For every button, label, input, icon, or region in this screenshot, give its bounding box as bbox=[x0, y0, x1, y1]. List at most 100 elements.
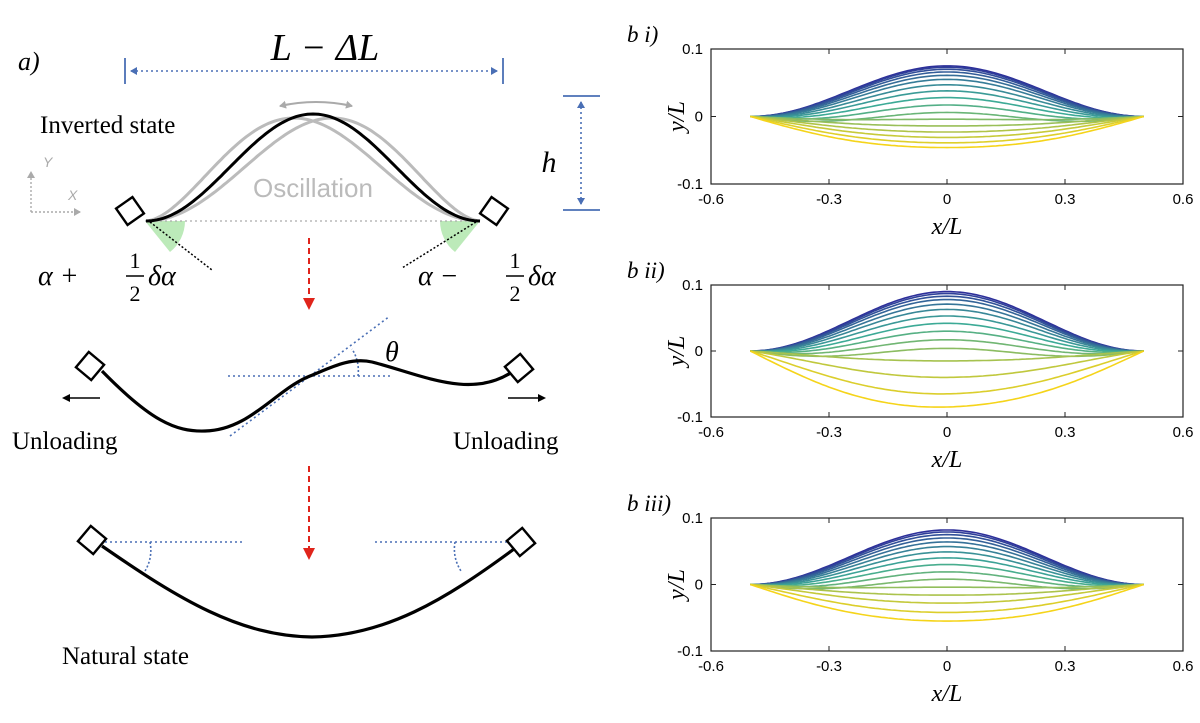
x-tick-label: -0.6 bbox=[698, 424, 724, 441]
natural-left-clamp bbox=[76, 524, 108, 556]
x-tick-label: -0.3 bbox=[816, 191, 842, 208]
x-axis-label: x/L bbox=[931, 214, 963, 240]
span-dimension: L − ΔL bbox=[124, 27, 504, 84]
right-angle-den: 2 bbox=[510, 281, 521, 306]
series-line bbox=[750, 303, 1144, 352]
oscillation-ghost-right bbox=[145, 116, 481, 223]
series-line bbox=[750, 563, 1144, 587]
natural-state-label: Natural state bbox=[62, 643, 189, 670]
left-tangent bbox=[149, 221, 213, 271]
oscillation-label: Oscillation bbox=[253, 173, 373, 203]
series-line bbox=[749, 350, 1145, 408]
height-dimension: h bbox=[542, 95, 600, 211]
series-line bbox=[750, 578, 1144, 590]
right-angle-wedge bbox=[440, 221, 480, 252]
series-line bbox=[750, 533, 1144, 586]
right-angle-num: 1 bbox=[510, 248, 521, 273]
axis-y-label: Y bbox=[43, 154, 54, 170]
x-axis-label: x/L bbox=[931, 447, 963, 473]
series-line bbox=[750, 78, 1144, 118]
series-line bbox=[750, 322, 1144, 353]
series-line bbox=[750, 115, 1144, 144]
series-line bbox=[750, 583, 1144, 622]
axis-x-label: X bbox=[67, 187, 78, 203]
y-tick-label: -0.1 bbox=[677, 643, 703, 660]
x-tick-label: -0.6 bbox=[698, 658, 724, 675]
y-axis-label: y/L bbox=[664, 101, 690, 134]
series-line bbox=[750, 115, 1144, 149]
series-line bbox=[750, 583, 1144, 596]
series-line bbox=[750, 68, 1144, 118]
x-tick-label: 0.6 bbox=[1173, 191, 1194, 208]
series-line bbox=[750, 330, 1144, 354]
series-line bbox=[750, 571, 1144, 588]
oscillation-arrow bbox=[279, 100, 353, 109]
x-tick-label: 0.6 bbox=[1173, 658, 1194, 675]
x-tick-label: 0.6 bbox=[1173, 424, 1194, 441]
panel-b: -0.6 -0.3 0 0.3 0.60.10-0.1b i)x/Ly/L-0.6 -0.… bbox=[627, 22, 1193, 707]
inverted-curve bbox=[145, 112, 481, 223]
span-label: L − ΔL bbox=[270, 27, 380, 69]
series-line bbox=[750, 545, 1144, 586]
series-line bbox=[750, 583, 1144, 589]
right-angle-label: α − 1 2 δα bbox=[418, 248, 557, 306]
y-axis-label: y/L bbox=[664, 569, 690, 602]
panel-a: a) L − ΔL h Inverted state Y X bbox=[12, 27, 600, 670]
series-line bbox=[750, 583, 1144, 604]
left-angle-den: 2 bbox=[130, 281, 141, 306]
x-tick-label: -0.3 bbox=[816, 658, 842, 675]
series-line bbox=[750, 292, 1144, 352]
chart-1: -0.6 -0.3 0 0.3 0.6 0.1 0 -0.1 b i) x/L y/L bbox=[627, 22, 1193, 240]
theta-label: θ bbox=[385, 337, 399, 368]
natural-left-arc bbox=[144, 541, 152, 572]
left-angle-wedge bbox=[145, 221, 185, 252]
series-line bbox=[750, 115, 1144, 133]
series-line bbox=[750, 71, 1144, 118]
series-line bbox=[750, 295, 1144, 352]
height-label: h bbox=[542, 146, 557, 179]
series-line bbox=[750, 557, 1144, 586]
unloading-left-clamp bbox=[74, 350, 106, 382]
y-tick-label: 0.1 bbox=[682, 41, 703, 58]
x-tick-label: 0 bbox=[943, 424, 951, 441]
axis-indicator: Y X bbox=[27, 154, 81, 216]
series-line bbox=[750, 115, 1144, 139]
series-line bbox=[750, 298, 1144, 352]
series-line bbox=[750, 583, 1144, 614]
natural-right-clamp bbox=[505, 526, 537, 558]
x-tick-label: 0 bbox=[943, 191, 951, 208]
chart-panel-label: b iii) bbox=[627, 491, 671, 516]
right-angle-prefix: α − bbox=[418, 261, 459, 292]
unloading-right-clamp bbox=[503, 352, 535, 384]
natural-right-arc bbox=[453, 541, 462, 572]
y-tick-label: 0 bbox=[695, 109, 703, 126]
series-line bbox=[750, 541, 1144, 586]
inverted-state-label: Inverted state bbox=[40, 112, 175, 139]
y-tick-label: 0 bbox=[695, 577, 703, 594]
series-line bbox=[750, 350, 1144, 379]
right-tangent bbox=[401, 221, 477, 269]
natural-curve bbox=[101, 544, 515, 639]
series-line bbox=[750, 537, 1144, 586]
x-tick-label: 0.3 bbox=[1055, 191, 1076, 208]
unloading-left-label: Unloading bbox=[12, 428, 118, 455]
series-line bbox=[750, 339, 1144, 355]
left-clamp bbox=[114, 195, 146, 227]
series-line bbox=[750, 84, 1144, 118]
series-line bbox=[750, 308, 1144, 352]
panel-a-label: a) bbox=[18, 47, 40, 76]
y-tick-label: 0.1 bbox=[682, 510, 703, 527]
series-line bbox=[750, 96, 1144, 119]
y-tick-label: 0 bbox=[695, 343, 703, 360]
right-angle-suffix: δα bbox=[528, 261, 557, 292]
series-line bbox=[750, 115, 1144, 127]
x-tick-label: -0.3 bbox=[816, 424, 842, 441]
chart-3: -0.6 -0.3 0 0.3 0.6 0.1 0 -0.1 b iii) x/L y/L bbox=[627, 491, 1193, 707]
unloading-right-label: Unloading bbox=[453, 428, 559, 455]
x-tick-label: 0.3 bbox=[1055, 658, 1076, 675]
series-line bbox=[750, 350, 1144, 362]
y-tick-label: 0.1 bbox=[682, 277, 703, 294]
chart-panel-label: b ii) bbox=[627, 258, 665, 283]
left-angle-suffix: δα bbox=[148, 261, 177, 292]
